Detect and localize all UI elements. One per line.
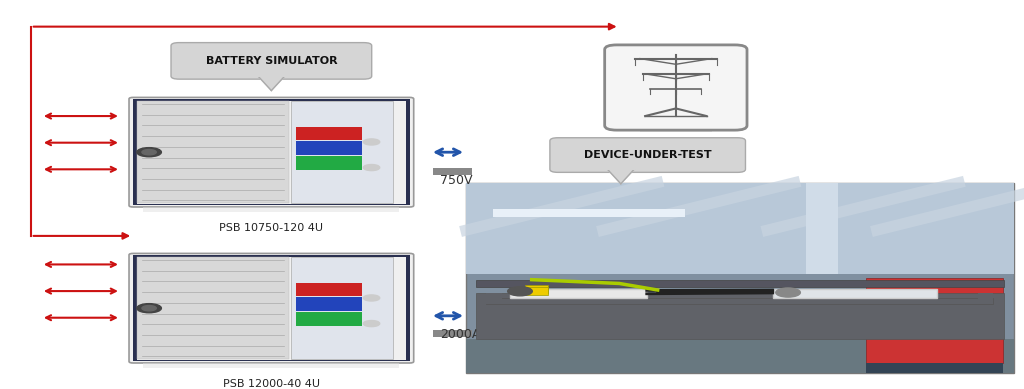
Text: 2000A: 2000A: [440, 328, 480, 341]
Bar: [133, 360, 410, 361]
Text: DEVICE-UNDER-TEST: DEVICE-UNDER-TEST: [584, 150, 712, 160]
Bar: [406, 255, 410, 361]
Bar: [137, 257, 289, 359]
Bar: [466, 183, 1014, 373]
Bar: [406, 99, 410, 205]
Text: 750V: 750V: [440, 174, 473, 187]
Bar: [296, 312, 362, 326]
Circle shape: [142, 149, 157, 155]
Bar: [137, 101, 289, 203]
Bar: [806, 183, 839, 274]
Bar: [143, 363, 399, 368]
Bar: [525, 287, 548, 296]
Bar: [133, 204, 410, 205]
Bar: [978, 293, 993, 305]
Bar: [866, 278, 1002, 363]
Polygon shape: [607, 169, 634, 184]
Bar: [486, 298, 993, 305]
Bar: [433, 168, 472, 175]
Bar: [291, 257, 393, 359]
Bar: [773, 289, 937, 298]
Bar: [296, 142, 362, 155]
Bar: [296, 282, 362, 296]
FancyBboxPatch shape: [129, 253, 414, 363]
Text: PSB 12000-40 4U: PSB 12000-40 4U: [223, 378, 319, 389]
Bar: [476, 280, 1004, 287]
Bar: [291, 101, 393, 203]
Bar: [143, 207, 399, 212]
Circle shape: [364, 139, 380, 145]
Circle shape: [364, 165, 380, 171]
Bar: [866, 363, 1002, 373]
Circle shape: [142, 305, 157, 311]
Bar: [466, 183, 1014, 274]
Text: BATTERY SIMULATOR: BATTERY SIMULATOR: [206, 56, 337, 66]
Bar: [133, 255, 137, 361]
Bar: [494, 209, 685, 217]
FancyBboxPatch shape: [550, 138, 745, 172]
FancyBboxPatch shape: [129, 97, 414, 207]
FancyBboxPatch shape: [604, 45, 748, 130]
Bar: [476, 293, 1004, 339]
Circle shape: [508, 287, 532, 296]
Polygon shape: [258, 76, 285, 91]
Bar: [433, 330, 472, 337]
Bar: [510, 289, 647, 298]
Bar: [296, 298, 362, 311]
Bar: [296, 156, 362, 170]
Circle shape: [364, 321, 380, 327]
Bar: [296, 126, 362, 140]
Circle shape: [137, 304, 162, 313]
FancyBboxPatch shape: [171, 43, 372, 79]
Bar: [466, 339, 1014, 373]
Text: PSB 10750-120 4U: PSB 10750-120 4U: [219, 223, 324, 233]
Circle shape: [776, 288, 801, 297]
Bar: [525, 285, 548, 293]
Bar: [133, 99, 137, 205]
Circle shape: [137, 148, 162, 157]
Bar: [133, 99, 410, 101]
Circle shape: [364, 295, 380, 301]
Bar: [640, 126, 712, 132]
Bar: [486, 293, 502, 305]
Bar: [133, 255, 410, 257]
